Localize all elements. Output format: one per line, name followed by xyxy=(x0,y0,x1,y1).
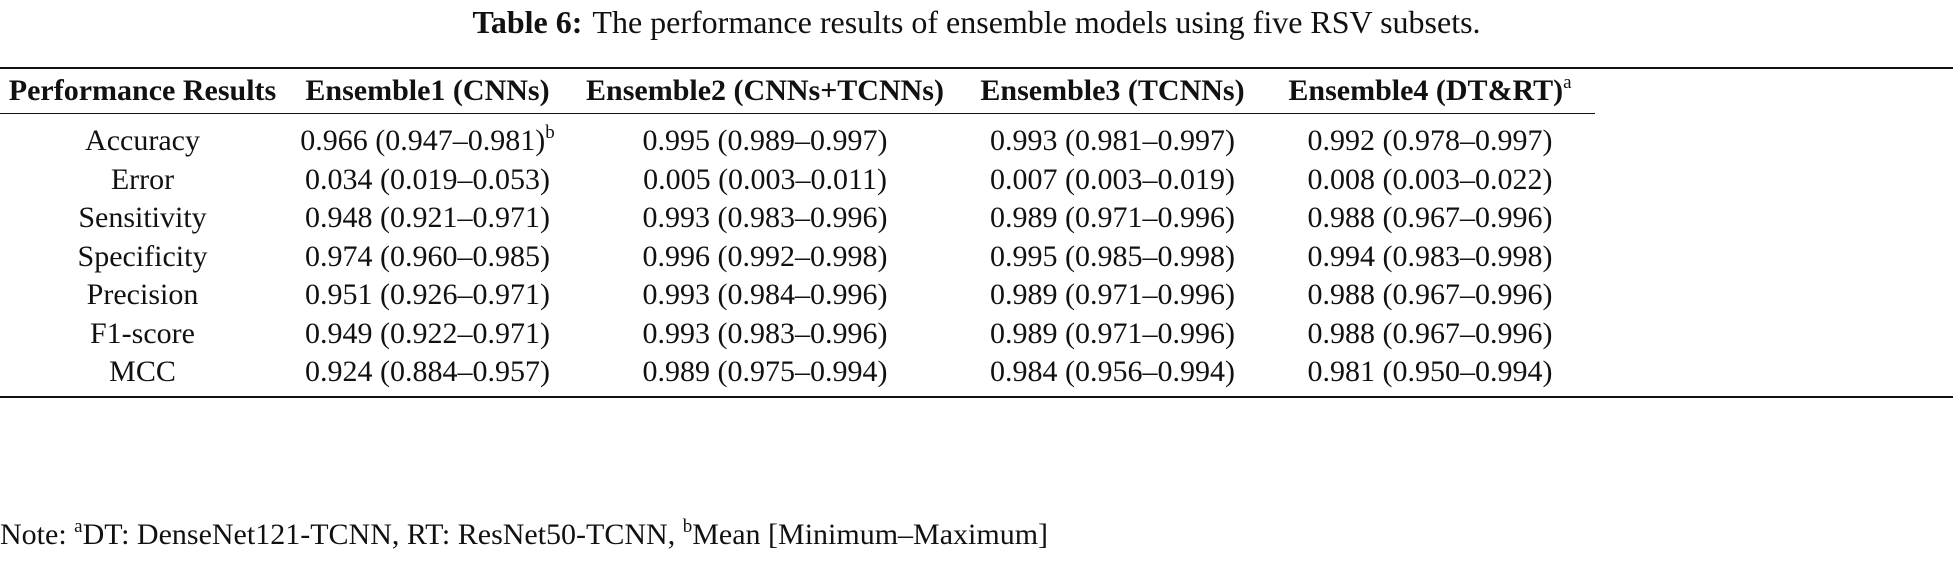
table-cell: 0.988 (0.967–0.996) xyxy=(1307,201,1553,235)
footnote-mark: a xyxy=(74,516,83,537)
table-cell: 0.008 (0.003–0.022) xyxy=(1307,162,1553,196)
table-cell: 0.996 (0.992–0.998) xyxy=(642,239,888,273)
table-cell: 0.951 (0.926–0.971) xyxy=(305,278,550,312)
table-cell: 0.005 (0.003–0.011) xyxy=(643,162,887,196)
table-row: Precision 0.951 (0.926–0.971) 0.993 (0.984… xyxy=(0,276,1595,315)
table-cell: 0.989 (0.971–0.996) xyxy=(990,316,1235,350)
row-label: Precision xyxy=(86,278,199,312)
table-cell: 0.993 (0.983–0.996) xyxy=(642,201,888,235)
table-cell: 0.993 (0.984–0.996) xyxy=(642,278,888,312)
table-cell: 0.992 (0.978–0.997) xyxy=(1307,124,1553,158)
table-row: F1-score 0.949 (0.922–0.971) 0.993 (0.983–… xyxy=(0,315,1595,354)
table-cell: 0.988 (0.967–0.996) xyxy=(1307,316,1553,350)
results-table: Performance Results Ensemble1 (CNNs) Ensem… xyxy=(0,69,1595,396)
table-row: MCC 0.924 (0.884–0.957) 0.989 (0.975–0.994… xyxy=(0,353,1595,396)
table-cell: 0.989 (0.975–0.994) xyxy=(642,355,888,389)
note-label: Note: xyxy=(0,518,67,551)
footnote-mark: b xyxy=(682,516,693,537)
note-text: DT: DenseNet121-TCNN, RT: ResNet50-TCNN, xyxy=(82,518,676,551)
caption-label: Table 6: xyxy=(472,4,583,40)
table-cell: 0.034 (0.019–0.053) xyxy=(305,162,550,196)
table-cell: 0.988 (0.967–0.996) xyxy=(1307,278,1553,312)
table-cell: 0.966 (0.947–0.981)b xyxy=(285,114,570,161)
header-cell: Ensemble2 (CNNs+TCNNs) xyxy=(570,69,960,114)
note: Note: aDT: DenseNet121-TCNN, RT: ResNet5… xyxy=(0,516,1049,552)
table-cell: 0.989 (0.971–0.996) xyxy=(990,201,1235,235)
table-cell: 0.007 (0.003–0.019) xyxy=(990,162,1235,196)
footnote-mark: b xyxy=(545,122,555,144)
table-cell: 0.993 (0.983–0.996) xyxy=(642,316,888,350)
header-cell: Ensemble4 (DT&RT)a xyxy=(1265,69,1595,114)
table-row: Accuracy 0.966 (0.947–0.981)b 0.995 (0.989… xyxy=(0,114,1595,161)
header-cell: Ensemble3 (TCNNs) xyxy=(960,69,1265,114)
table-cell: 0.993 (0.981–0.997) xyxy=(990,124,1235,158)
table-cell: 0.989 (0.971–0.996) xyxy=(990,278,1235,312)
table-cell: 0.949 (0.922–0.971) xyxy=(305,316,550,350)
header-row: Performance Results Ensemble1 (CNNs) Ensem… xyxy=(0,69,1595,114)
cell-text: 0.966 (0.947–0.981) xyxy=(300,124,546,158)
row-label: MCC xyxy=(109,355,176,389)
note-text: Mean [Minimum–Maximum] xyxy=(692,518,1049,551)
row-label: Error xyxy=(110,162,175,196)
row-label: Accuracy xyxy=(85,124,200,158)
table-row: Specificity 0.974 (0.960–0.985) 0.996 (0.9… xyxy=(0,238,1595,277)
table-wrap: Performance Results Ensemble1 (CNNs) Ensem… xyxy=(0,67,1953,398)
table-cell: 0.974 (0.960–0.985) xyxy=(305,239,550,273)
table-cell: 0.994 (0.983–0.998) xyxy=(1307,239,1553,273)
table-cell: 0.981 (0.950–0.994) xyxy=(1307,355,1553,389)
cell-text: Ensemble4 (DT&RT) xyxy=(1288,74,1564,107)
table-cell: 0.995 (0.989–0.997) xyxy=(642,124,888,158)
table-caption: Table 6: The performance results of ensem… xyxy=(0,4,1953,41)
footnote-mark: a xyxy=(1563,72,1572,93)
table-cell: 0.924 (0.884–0.957) xyxy=(305,355,550,389)
row-label: Specificity xyxy=(77,239,208,273)
caption-text: The performance results of ensemble mode… xyxy=(592,4,1481,40)
table-row: Sensitivity 0.948 (0.921–0.971) 0.993 (0.9… xyxy=(0,199,1595,238)
table-row: Error 0.034 (0.019–0.053) 0.005 (0.003–0.0… xyxy=(0,161,1595,200)
table-cell: 0.948 (0.921–0.971) xyxy=(305,201,550,235)
header-cell: Ensemble1 (CNNs) xyxy=(285,69,570,114)
row-label: F1-score xyxy=(90,316,195,350)
table-cell: 0.995 (0.985–0.998) xyxy=(990,239,1235,273)
table-cell: 0.984 (0.956–0.994) xyxy=(990,355,1235,389)
row-label: Sensitivity xyxy=(78,201,207,235)
header-cell: Performance Results xyxy=(0,69,285,114)
table-body: Accuracy 0.966 (0.947–0.981)b 0.995 (0.989… xyxy=(0,114,1595,396)
